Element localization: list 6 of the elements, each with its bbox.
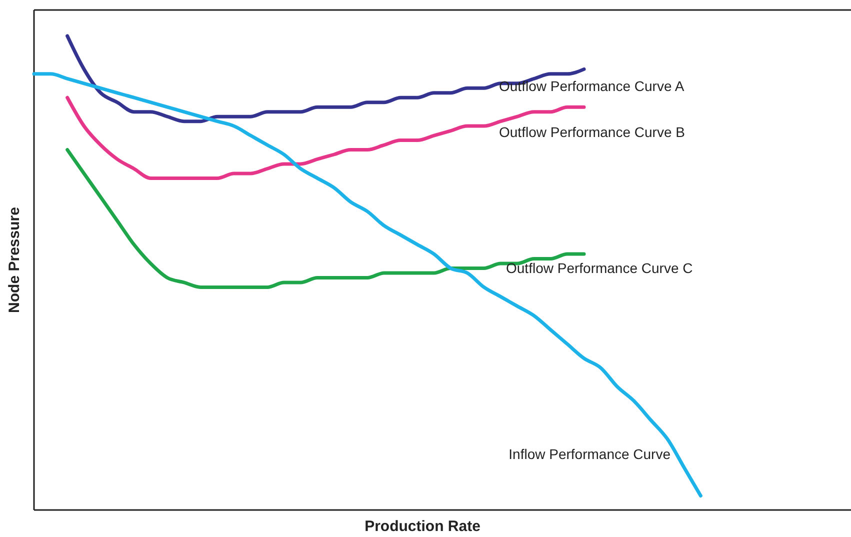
series-label: Outflow Performance Curve C xyxy=(506,260,693,276)
x-axis-title: Production Rate xyxy=(364,518,480,535)
series-label: Inflow Performance Curve xyxy=(508,446,671,462)
series-label: Outflow Performance Curve B xyxy=(499,124,685,140)
y-axis-title: Node Pressure xyxy=(6,207,23,313)
series-label: Outflow Performance Curve A xyxy=(499,78,685,94)
